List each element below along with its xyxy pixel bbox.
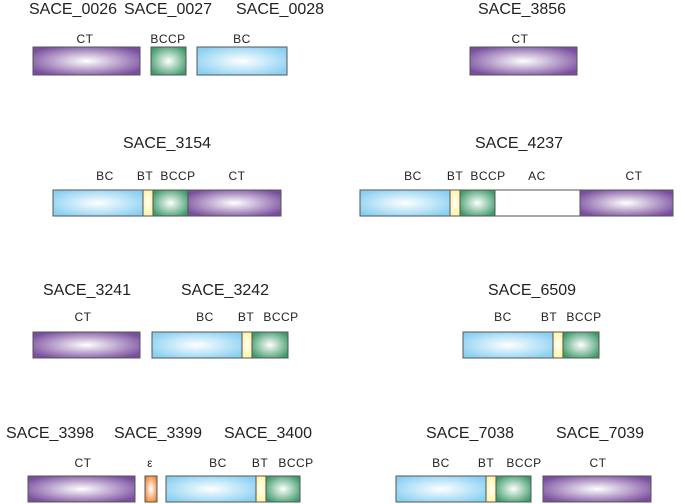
- domain-box: [459, 189, 496, 217]
- domain-box: [495, 475, 532, 503]
- gene-name: SACE_3400: [224, 425, 312, 442]
- domain-label: CT: [77, 32, 94, 46]
- domain-label: ε: [147, 456, 153, 470]
- domain-box: [165, 475, 257, 503]
- gene-cluster: SACE_7038 SACE_7039 BC BT BCCP CT: [395, 425, 652, 503]
- domain-box: [27, 475, 136, 503]
- domain-box: [462, 331, 554, 359]
- domain-box: [196, 46, 288, 76]
- gene-name: SACE_3398: [6, 425, 94, 442]
- domain-label: BC: [233, 32, 251, 46]
- domain-label: CT: [626, 169, 643, 183]
- gene-name: SACE_7039: [556, 425, 644, 442]
- domain-box: [395, 475, 487, 503]
- domain-label: BT: [137, 169, 154, 183]
- gene-cluster: SACE_6509 BC BT BCCP: [462, 282, 601, 359]
- domain-label: BCCP: [263, 310, 298, 324]
- domain-label: CT: [75, 456, 92, 470]
- domain-label: BC: [96, 169, 114, 183]
- gene-name: SACE_3856: [478, 1, 566, 18]
- gene-name: SACE_0028: [236, 1, 324, 18]
- gene-name: SACE_3242: [181, 282, 269, 299]
- domain-label: CT: [512, 32, 529, 46]
- domain-box: [144, 475, 158, 503]
- gene-name: SACE_7038: [426, 425, 514, 442]
- domain-box: [485, 475, 497, 503]
- domain-box: [152, 189, 189, 217]
- domain-label: BT: [252, 456, 269, 470]
- domain-label: BC: [209, 456, 227, 470]
- domain-label: CT: [590, 456, 607, 470]
- domain-box: [32, 331, 141, 359]
- domain-box: [251, 331, 289, 359]
- gene-name: SACE_0026: [29, 1, 117, 18]
- domain-label: AC: [528, 169, 546, 183]
- gene-cluster: SACE_4237 BC BT BCCP AC CT: [359, 135, 674, 217]
- domain-label: BT: [238, 310, 255, 324]
- domain-label: BC: [196, 310, 214, 324]
- domain-label: BCCP: [150, 32, 185, 46]
- gene-cluster: SACE_0026 SACE_0027 SACE_0028 CT BCCP BC: [29, 1, 324, 76]
- gene-name: SACE_3399: [114, 425, 202, 442]
- gene-name: SACE_3154: [123, 135, 211, 152]
- domain-box: [255, 475, 267, 503]
- domain-box: [579, 189, 674, 217]
- domain-label: CT: [75, 310, 92, 324]
- domain-box: [494, 189, 581, 217]
- domain-label: BT: [541, 310, 558, 324]
- domain-box: [359, 189, 451, 217]
- domain-box: [32, 46, 141, 76]
- domain-box: [241, 331, 253, 359]
- domain-label: BT: [478, 456, 495, 470]
- domain-label: BCCP: [278, 456, 313, 470]
- domain-box: [265, 475, 301, 503]
- domain-box: [151, 331, 243, 359]
- gene-cluster: SACE_3241 SACE_3242 CT BC BT BCCP: [32, 282, 298, 359]
- domain-label: BC: [404, 169, 422, 183]
- domain-box: [449, 189, 461, 217]
- domain-label: BCCP: [470, 169, 505, 183]
- gene-cluster: SACE_3154 BC BT BCCP CT: [52, 135, 282, 217]
- domain-label: BC: [494, 310, 512, 324]
- gene-name: SACE_0027: [124, 1, 212, 18]
- domain-box: [552, 331, 564, 359]
- domain-label: BCCP: [160, 169, 195, 183]
- gene-cluster: SACE_3856 CT: [469, 1, 578, 76]
- gene-name: SACE_4237: [475, 135, 563, 152]
- gene-cluster: SACE_3398 SACE_3399 SACE_3400 CT ε BC BT BCCP: [6, 425, 313, 503]
- domain-box: [469, 46, 578, 76]
- domain-label: BC: [432, 456, 450, 470]
- gene-name: SACE_6509: [488, 282, 576, 299]
- domain-box: [142, 189, 154, 217]
- domain-label: BT: [447, 169, 464, 183]
- domain-label: BCCP: [506, 456, 541, 470]
- domain-box: [562, 331, 600, 359]
- gene-name: SACE_3241: [43, 282, 131, 299]
- domain-box: [52, 189, 144, 217]
- domain-box: [150, 46, 187, 76]
- domain-box: [187, 189, 282, 217]
- domain-label: BCCP: [566, 310, 601, 324]
- domain-box: [542, 475, 652, 503]
- domain-label: CT: [229, 169, 246, 183]
